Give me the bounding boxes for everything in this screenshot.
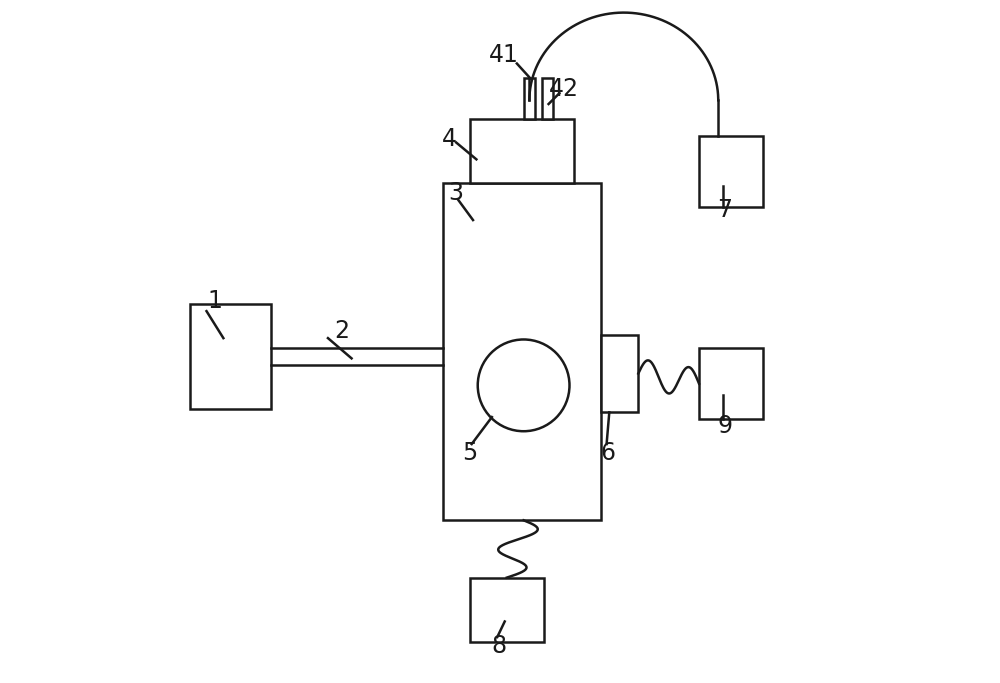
Text: 4: 4: [442, 127, 457, 151]
Bar: [443, 183, 601, 520]
Bar: [524, 79, 535, 119]
Text: 41: 41: [488, 43, 518, 67]
Text: 9: 9: [717, 414, 732, 438]
Text: 42: 42: [549, 76, 579, 100]
Bar: [470, 119, 574, 183]
Bar: [699, 348, 763, 419]
Text: 3: 3: [449, 181, 464, 205]
Bar: [542, 79, 553, 119]
Text: 7: 7: [717, 198, 732, 222]
Bar: [190, 305, 271, 409]
Text: 2: 2: [334, 320, 349, 344]
Text: 6: 6: [600, 441, 615, 465]
Text: 5: 5: [462, 441, 477, 465]
Bar: [601, 335, 638, 413]
Text: 8: 8: [491, 635, 506, 658]
Text: 1: 1: [207, 289, 222, 313]
Bar: [470, 578, 544, 642]
Bar: [699, 136, 763, 206]
